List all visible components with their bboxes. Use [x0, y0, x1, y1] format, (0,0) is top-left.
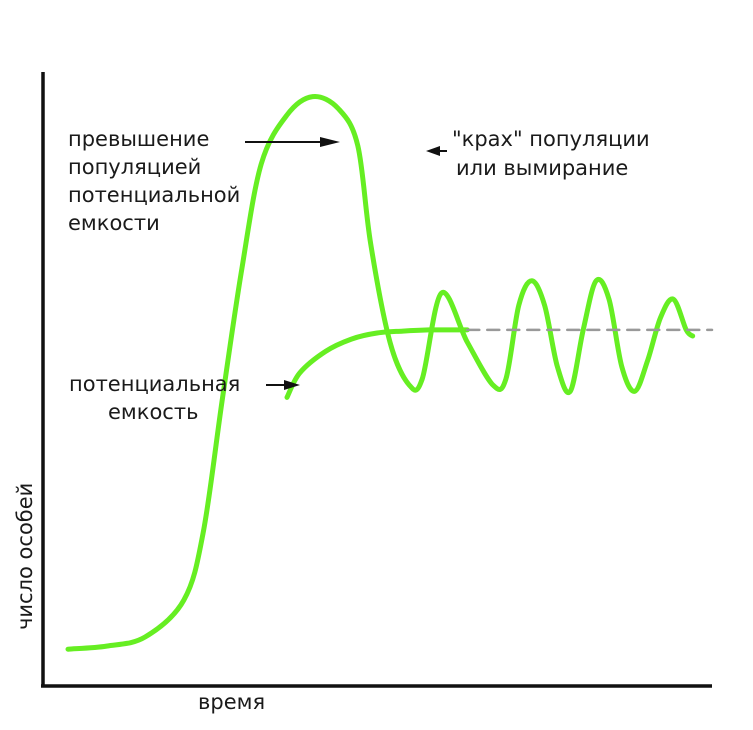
annotation-overshoot-line-1: превышение: [68, 127, 209, 151]
annotation-overshoot-line-4: емкости: [68, 211, 160, 235]
annotation-overshoot-line-3: потенциальной: [68, 183, 240, 207]
axes: [41, 72, 712, 688]
annotation-crash: "крах" популяции или вымирание: [426, 127, 650, 180]
annotation-capacity-line-1: потенциальная: [69, 372, 240, 396]
annotation-overshoot: превышение популяцией потенциальной емко…: [68, 127, 340, 235]
arrow-crash: [426, 146, 447, 156]
series-line-capacity: [284, 327, 470, 400]
annotation-crash-line-2: или вымирание: [456, 156, 628, 180]
arrow-overshoot: [245, 137, 340, 147]
arrow-capacity: [266, 380, 300, 390]
series-layer: [65, 93, 714, 652]
annotation-capacity-line-2: емкость: [108, 400, 198, 424]
y-axis-label: число особей: [13, 483, 37, 630]
annotation-overshoot-line-2: популяцией: [68, 155, 201, 179]
series-line-actual: [65, 93, 696, 652]
x-axis-label: время: [198, 690, 265, 714]
annotation-capacity: потенциальная емкость: [69, 372, 300, 424]
annotation-crash-line-1: "крах" популяции: [452, 127, 650, 151]
